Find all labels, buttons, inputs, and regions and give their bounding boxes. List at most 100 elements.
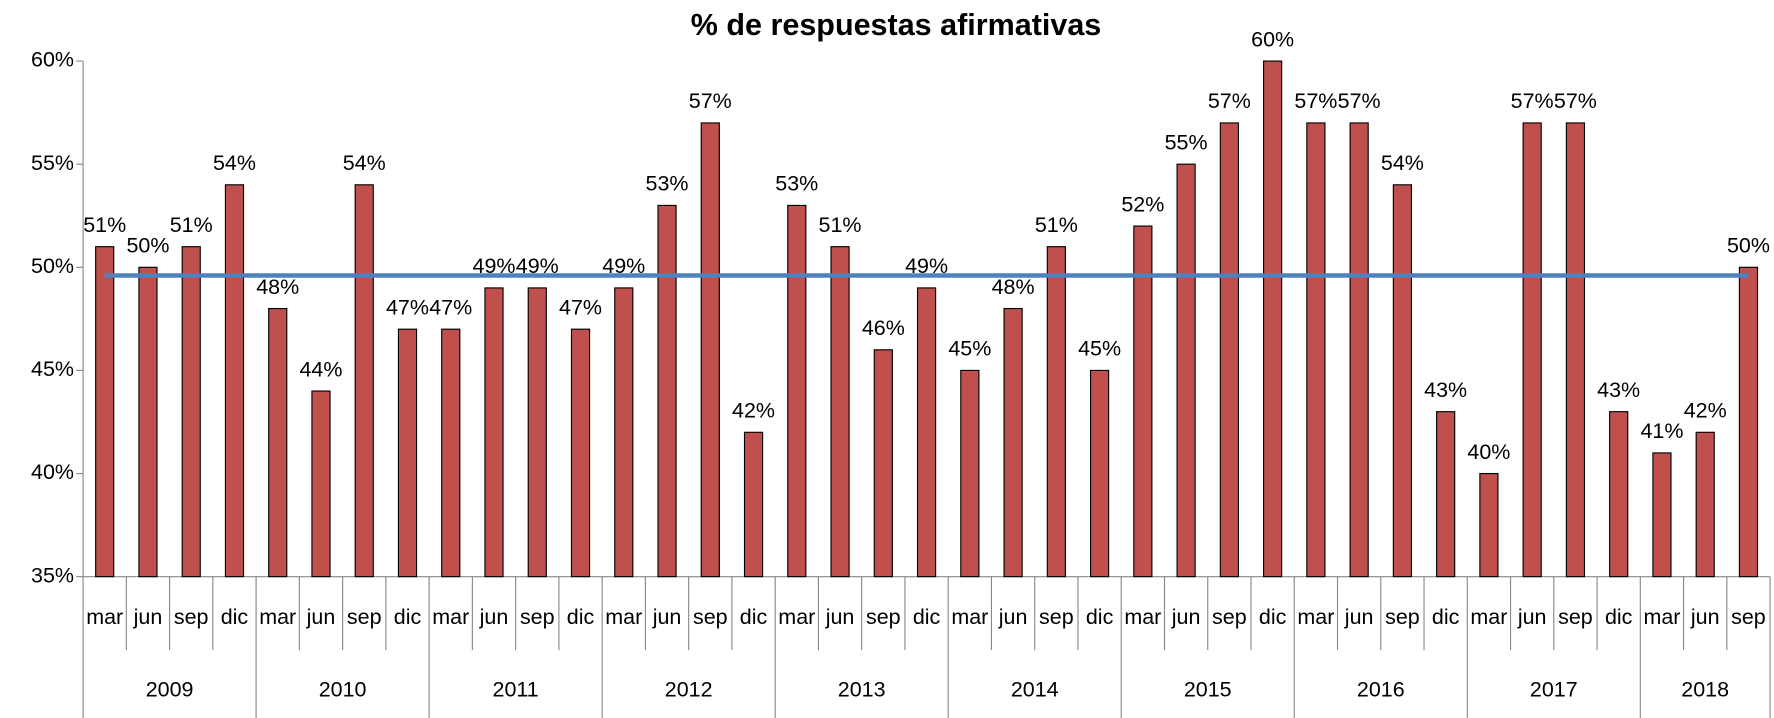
bar (1263, 60, 1283, 578)
group-label: 2015 (1184, 678, 1232, 702)
data-label: 51% (1035, 213, 1078, 237)
data-label: 46% (862, 316, 905, 340)
data-label: 47% (559, 295, 602, 319)
data-label: 47% (386, 295, 429, 319)
data-label: 54% (1381, 151, 1424, 175)
x-tick-label: jun (479, 605, 509, 629)
x-tick-label: jun (825, 605, 855, 629)
bar (787, 204, 807, 578)
bar (1219, 122, 1239, 578)
group-label: 2016 (1357, 678, 1405, 702)
group-label: 2018 (1681, 678, 1729, 702)
bar (181, 246, 201, 578)
data-label: 51% (170, 213, 213, 237)
data-label: 53% (646, 172, 689, 196)
bar (397, 328, 418, 578)
y-tick-label: 50% (31, 254, 74, 278)
data-label: 57% (1554, 89, 1597, 113)
bar (95, 246, 115, 578)
bar (1652, 452, 1672, 578)
data-label: 54% (343, 151, 386, 175)
data-label: 40% (1467, 440, 1510, 464)
data-label: 51% (819, 213, 862, 237)
x-tick-label: jun (306, 605, 336, 629)
data-label: 48% (256, 275, 299, 299)
group-label: 2013 (838, 678, 886, 702)
x-tick-label: sep (347, 605, 382, 629)
x-tick-label: jun (1517, 605, 1547, 629)
chart-title: % de respuestas afirmativas (691, 8, 1101, 42)
group-label: 2011 (493, 678, 539, 702)
bar (527, 287, 547, 578)
x-tick-label: sep (1558, 605, 1593, 629)
bar (354, 184, 374, 578)
bar (570, 328, 591, 578)
group-label: 2012 (665, 678, 713, 702)
bar (1306, 122, 1326, 578)
x-tick-label: dic (913, 605, 941, 629)
group-label: 2014 (1011, 678, 1059, 702)
bar (138, 266, 158, 578)
x-tick-label: jun (652, 605, 682, 629)
data-label: 41% (1640, 419, 1683, 443)
data-label: 50% (1727, 234, 1770, 258)
x-tick-label: sep (866, 605, 901, 629)
bar (1046, 246, 1066, 578)
bar (1609, 411, 1629, 578)
group-label: 2009 (146, 678, 194, 702)
data-label: 55% (1165, 130, 1208, 154)
bar (614, 287, 634, 578)
bar (268, 307, 288, 578)
data-label: 45% (1078, 337, 1121, 361)
bar (1176, 163, 1196, 578)
y-tick-label: 35% (31, 563, 74, 587)
x-tick-label: mar (778, 605, 815, 629)
data-label: 42% (732, 399, 775, 423)
bar (1738, 266, 1759, 578)
x-tick-label: jun (1690, 605, 1720, 629)
bar (1349, 122, 1369, 578)
bar (1003, 307, 1023, 578)
bar (830, 246, 850, 578)
x-tick-label: sep (1039, 605, 1074, 629)
data-label: 57% (1294, 89, 1337, 113)
x-tick-label: dic (567, 605, 595, 629)
x-tick-label: mar (1643, 605, 1680, 629)
bar (1133, 225, 1153, 578)
bar (441, 328, 461, 578)
x-tick-label: dic (221, 605, 249, 629)
group-label: 2010 (319, 678, 367, 702)
y-tick-label: 60% (31, 48, 74, 72)
bar (1695, 431, 1715, 578)
bar (657, 204, 677, 578)
data-label: 54% (213, 151, 256, 175)
x-tick-label: sep (693, 605, 728, 629)
y-tick-label: 55% (31, 151, 74, 175)
bar (1392, 184, 1413, 578)
data-label: 53% (775, 172, 818, 196)
x-tick-label: mar (1297, 605, 1334, 629)
data-label: 60% (1251, 27, 1294, 51)
bar (484, 287, 504, 578)
bar (1089, 369, 1110, 578)
data-label: 43% (1424, 378, 1467, 402)
bar (1436, 411, 1456, 578)
bar (1565, 122, 1586, 578)
x-tick-label: sep (520, 605, 555, 629)
data-label: 47% (429, 295, 472, 319)
bar (1479, 472, 1499, 578)
data-label: 45% (948, 337, 991, 361)
data-label: 43% (1597, 378, 1640, 402)
x-tick-label: sep (1385, 605, 1420, 629)
x-tick-label: mar (605, 605, 642, 629)
x-tick-label: jun (1171, 605, 1201, 629)
x-tick-label: mar (1470, 605, 1507, 629)
bar (311, 390, 331, 578)
x-tick-label: dic (1086, 605, 1114, 629)
data-label: 57% (1208, 89, 1251, 113)
data-label: 57% (689, 89, 732, 113)
data-label: 51% (83, 213, 126, 237)
data-label: 50% (126, 234, 169, 258)
